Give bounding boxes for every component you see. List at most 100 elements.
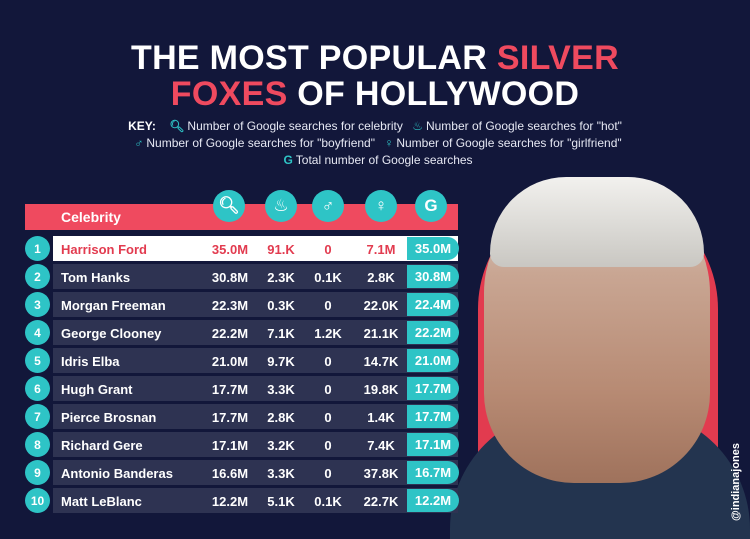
key-label: KEY: — [128, 119, 156, 133]
table-row: 3 Morgan Freeman 22.3M 0.3K 0 22.0K 22.4M — [25, 292, 459, 317]
cell-girlfriend: 7.1M — [366, 242, 396, 257]
cell-boyfriend: 0.1K — [314, 494, 342, 509]
cell-hot: 0.3K — [267, 298, 295, 313]
cell-hot: 3.3K — [267, 466, 295, 481]
rank-badge: 7 — [25, 404, 50, 429]
cell-celebrity: 17.7M — [211, 410, 249, 425]
male-icon: ♂ — [312, 190, 344, 222]
table-row: 5 Idris Elba 21.0M 9.7K 0 14.7K 21.0M — [25, 348, 459, 373]
search-icon: 🔍︎ — [213, 190, 245, 222]
cell-total: 22.4M — [407, 293, 459, 316]
title-part: OF HOLLYWOOD — [287, 75, 580, 113]
cell-total: 35.0M — [407, 237, 459, 260]
celebrity-name: Hugh Grant — [61, 382, 133, 397]
cell-girlfriend: 2.8K — [367, 270, 395, 285]
rank-badge: 9 — [25, 460, 50, 485]
cell-hot: 3.2K — [267, 438, 295, 453]
legend-key: KEY: 🔍︎ Number of Google searches for cel… — [60, 118, 690, 169]
table-row: 6 Hugh Grant 17.7M 3.3K 0 19.8K 17.7M — [25, 376, 459, 401]
cell-celebrity: 17.1M — [211, 438, 249, 453]
table-row: 4 George Clooney 22.2M 7.1K 1.2K 21.1K 22.2M — [25, 320, 459, 345]
google-g-icon: G — [283, 153, 293, 167]
cell-girlfriend: 7.4K — [367, 438, 395, 453]
title-part: THE MOST POPULAR — [131, 39, 497, 77]
cell-girlfriend: 1.4K — [367, 410, 395, 425]
cell-total: 16.7M — [407, 461, 459, 484]
row-background — [53, 432, 458, 457]
cell-hot: 2.3K — [267, 270, 295, 285]
cell-girlfriend: 22.0K — [363, 298, 399, 313]
rank-badge: 2 — [25, 264, 50, 289]
female-icon: ♀ — [384, 136, 394, 150]
rank-badge: 3 — [25, 292, 50, 317]
cell-hot: 9.7K — [267, 354, 295, 369]
table-row: 2 Tom Hanks 30.8M 2.3K 0.1K 2.8K 30.8M — [25, 264, 459, 289]
cell-celebrity: 16.6M — [211, 466, 249, 481]
flame-icon: ♨ — [265, 190, 297, 222]
table-row: 8 Richard Gere 17.1M 3.2K 0 7.4K 17.1M — [25, 432, 459, 457]
cell-boyfriend: 0 — [324, 354, 332, 369]
cell-boyfriend: 0 — [324, 382, 332, 397]
celebrity-photo: @indianajones — [450, 159, 750, 539]
cell-boyfriend: 0 — [324, 242, 332, 257]
celebrity-name: Pierce Brosnan — [61, 410, 157, 425]
row-background — [53, 376, 458, 401]
row-background — [53, 488, 458, 513]
infographic-title: THE MOST POPULAR SILVER FOXES OF HOLLYWO… — [0, 40, 750, 112]
cell-total: 17.1M — [407, 433, 459, 456]
title-accent: SILVER — [496, 39, 619, 77]
cell-total: 30.8M — [407, 265, 459, 288]
key-item: Total number of Google searches — [295, 153, 473, 167]
google-g-icon: G — [415, 190, 447, 222]
cell-total: 17.7M — [407, 377, 459, 400]
celebrity-name: Idris Elba — [61, 354, 120, 369]
table-row: 7 Pierce Brosnan 17.7M 2.8K 0 1.4K 17.7M — [25, 404, 459, 429]
cell-boyfriend: 0 — [324, 410, 332, 425]
cell-total: 12.2M — [407, 489, 459, 512]
title-accent: FOXES — [170, 75, 288, 113]
female-icon: ♀ — [365, 190, 397, 222]
cell-boyfriend: 1.2K — [314, 326, 342, 341]
cell-boyfriend: 0 — [324, 298, 332, 313]
rank-badge: 6 — [25, 376, 50, 401]
row-background — [53, 236, 458, 261]
row-background — [53, 348, 458, 373]
photo-hair — [490, 177, 704, 267]
cell-celebrity: 17.7M — [211, 382, 249, 397]
cell-boyfriend: 0 — [324, 466, 332, 481]
cell-hot: 2.8K — [267, 410, 295, 425]
table-row: 10 Matt LeBlanc 12.2M 5.1K 0.1K 22.7K 12.2M — [25, 488, 459, 513]
cell-celebrity: 22.3M — [211, 298, 249, 313]
cell-celebrity: 35.0M — [211, 242, 249, 257]
row-background — [53, 460, 458, 485]
flame-icon: ♨ — [412, 119, 423, 133]
key-item: Number of Google searches for celebrity — [187, 119, 403, 133]
celebrity-name: Tom Hanks — [61, 270, 131, 285]
row-background — [53, 292, 458, 317]
table-row: 1 Harrison Ford 35.0M 91.K 0 7.1M 35.0M — [25, 236, 459, 261]
cell-total: 17.7M — [407, 405, 459, 428]
column-header-celebrity: Celebrity — [61, 209, 121, 225]
celebrity-name: Antonio Banderas — [61, 466, 173, 481]
rank-badge: 10 — [25, 488, 50, 513]
rank-badge: 5 — [25, 348, 50, 373]
cell-hot: 91.K — [267, 242, 295, 257]
row-background — [53, 320, 458, 345]
cell-girlfriend: 19.8K — [363, 382, 399, 397]
cell-total: 22.2M — [407, 321, 459, 344]
cell-girlfriend: 14.7K — [363, 354, 399, 369]
rank-badge: 1 — [25, 236, 50, 261]
key-item: Number of Google searches for "hot" — [425, 119, 622, 133]
celebrity-name: Morgan Freeman — [61, 298, 166, 313]
cell-girlfriend: 21.1K — [363, 326, 399, 341]
celebrity-name: George Clooney — [61, 326, 162, 341]
celebrity-name: Richard Gere — [61, 438, 143, 453]
cell-hot: 5.1K — [267, 494, 295, 509]
cell-total: 21.0M — [407, 349, 459, 372]
cell-celebrity: 30.8M — [211, 270, 249, 285]
celebrity-name: Harrison Ford — [61, 242, 147, 257]
rank-badge: 4 — [25, 320, 50, 345]
table-row: 9 Antonio Banderas 16.6M 3.3K 0 37.8K 16.7M — [25, 460, 459, 485]
row-background — [53, 404, 458, 429]
key-item: Number of Google searches for "boyfriend… — [146, 136, 375, 150]
